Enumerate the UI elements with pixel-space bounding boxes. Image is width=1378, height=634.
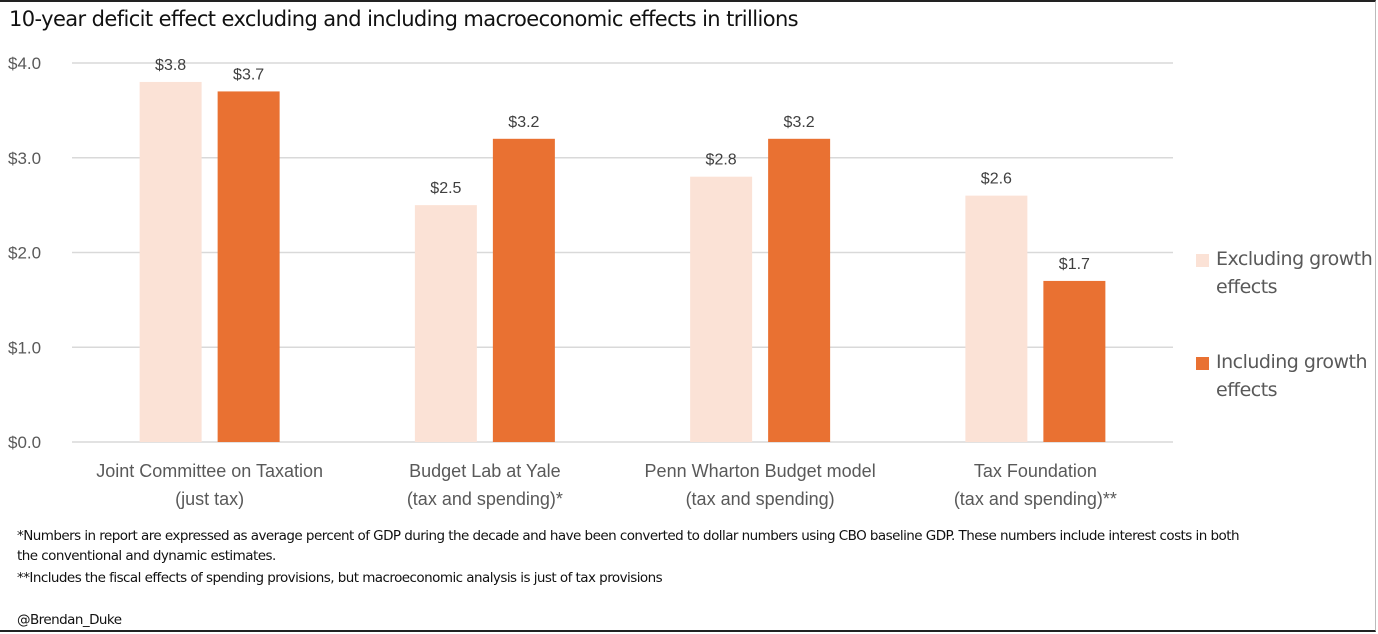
legend-swatch-including <box>1196 357 1209 370</box>
y-tick-label: $2.0 <box>8 244 41 263</box>
bar-including <box>768 138 831 443</box>
bar-excluding <box>139 81 202 442</box>
y-tick-label: $0.0 <box>8 433 41 452</box>
x-tick-label: Joint Committee on Taxation <box>96 461 323 481</box>
legend-label-including-line1: Including growth <box>1216 351 1368 373</box>
y-tick-label: $4.0 <box>8 54 41 73</box>
x-tick-label: (tax and spending) <box>686 489 835 509</box>
legend-label-excluding-line1: Excluding growth <box>1216 248 1373 270</box>
x-tick-label: (just tax) <box>175 489 244 509</box>
legend-swatch-excluding <box>1196 254 1209 267</box>
y-axis-ticks: $0.0 $1.0 $2.0 $3.0 $4.0 <box>8 54 41 452</box>
footnote-2: **Includes the fiscal effects of spendin… <box>17 570 663 586</box>
legend-label-including-line2: effects <box>1216 379 1278 401</box>
legend-label-excluding-line2: effects <box>1216 276 1278 298</box>
x-tick-label: Budget Lab at Yale <box>409 461 560 481</box>
y-tick-label: $1.0 <box>8 338 41 357</box>
bar-including <box>1043 280 1106 442</box>
bar-including <box>217 91 280 443</box>
bar-including <box>492 138 555 443</box>
data-label: $2.6 <box>981 171 1012 188</box>
bar-excluding <box>965 195 1028 442</box>
x-tick-label: (tax and spending)** <box>954 489 1117 509</box>
author-credit: @Brendan_Duke <box>17 612 122 628</box>
x-tick-label: Tax Foundation <box>974 461 1097 481</box>
data-label: $3.2 <box>784 114 815 131</box>
bar-excluding <box>414 205 477 442</box>
footnote-1-line1: *Numbers in report are expressed as aver… <box>17 528 1240 544</box>
bar-chart: $0.0 $1.0 $2.0 $3.0 $4.0 $3.8 $3.7 $2.5 $3.2 $2.… <box>8 54 1173 509</box>
data-label: $1.7 <box>1059 256 1090 273</box>
data-label: $3.2 <box>508 114 539 131</box>
data-label: $3.8 <box>155 57 186 74</box>
data-label: $2.5 <box>430 180 461 197</box>
y-tick-label: $3.0 <box>8 149 41 168</box>
bars <box>139 81 1106 443</box>
x-tick-label: (tax and spending)* <box>407 489 563 509</box>
data-label: $3.7 <box>233 66 264 83</box>
legend-item-including: Including growth effects <box>1196 348 1378 404</box>
footnote-1-line2: the conventional and dynamic estimates. <box>17 548 276 564</box>
legend-item-excluding: Excluding growth effects <box>1196 245 1378 301</box>
bar-excluding <box>690 176 753 442</box>
data-labels: $3.8 $3.7 $2.5 $3.2 $2.8 $3.2 $2.6 $1.7 <box>155 57 1090 273</box>
x-tick-label: Penn Wharton Budget model <box>645 461 876 481</box>
chart-title: 10-year deficit effect excluding and inc… <box>9 7 799 31</box>
data-label: $2.8 <box>706 152 737 169</box>
x-axis-labels: Joint Committee on Taxation (just tax) Bud… <box>96 461 1117 509</box>
